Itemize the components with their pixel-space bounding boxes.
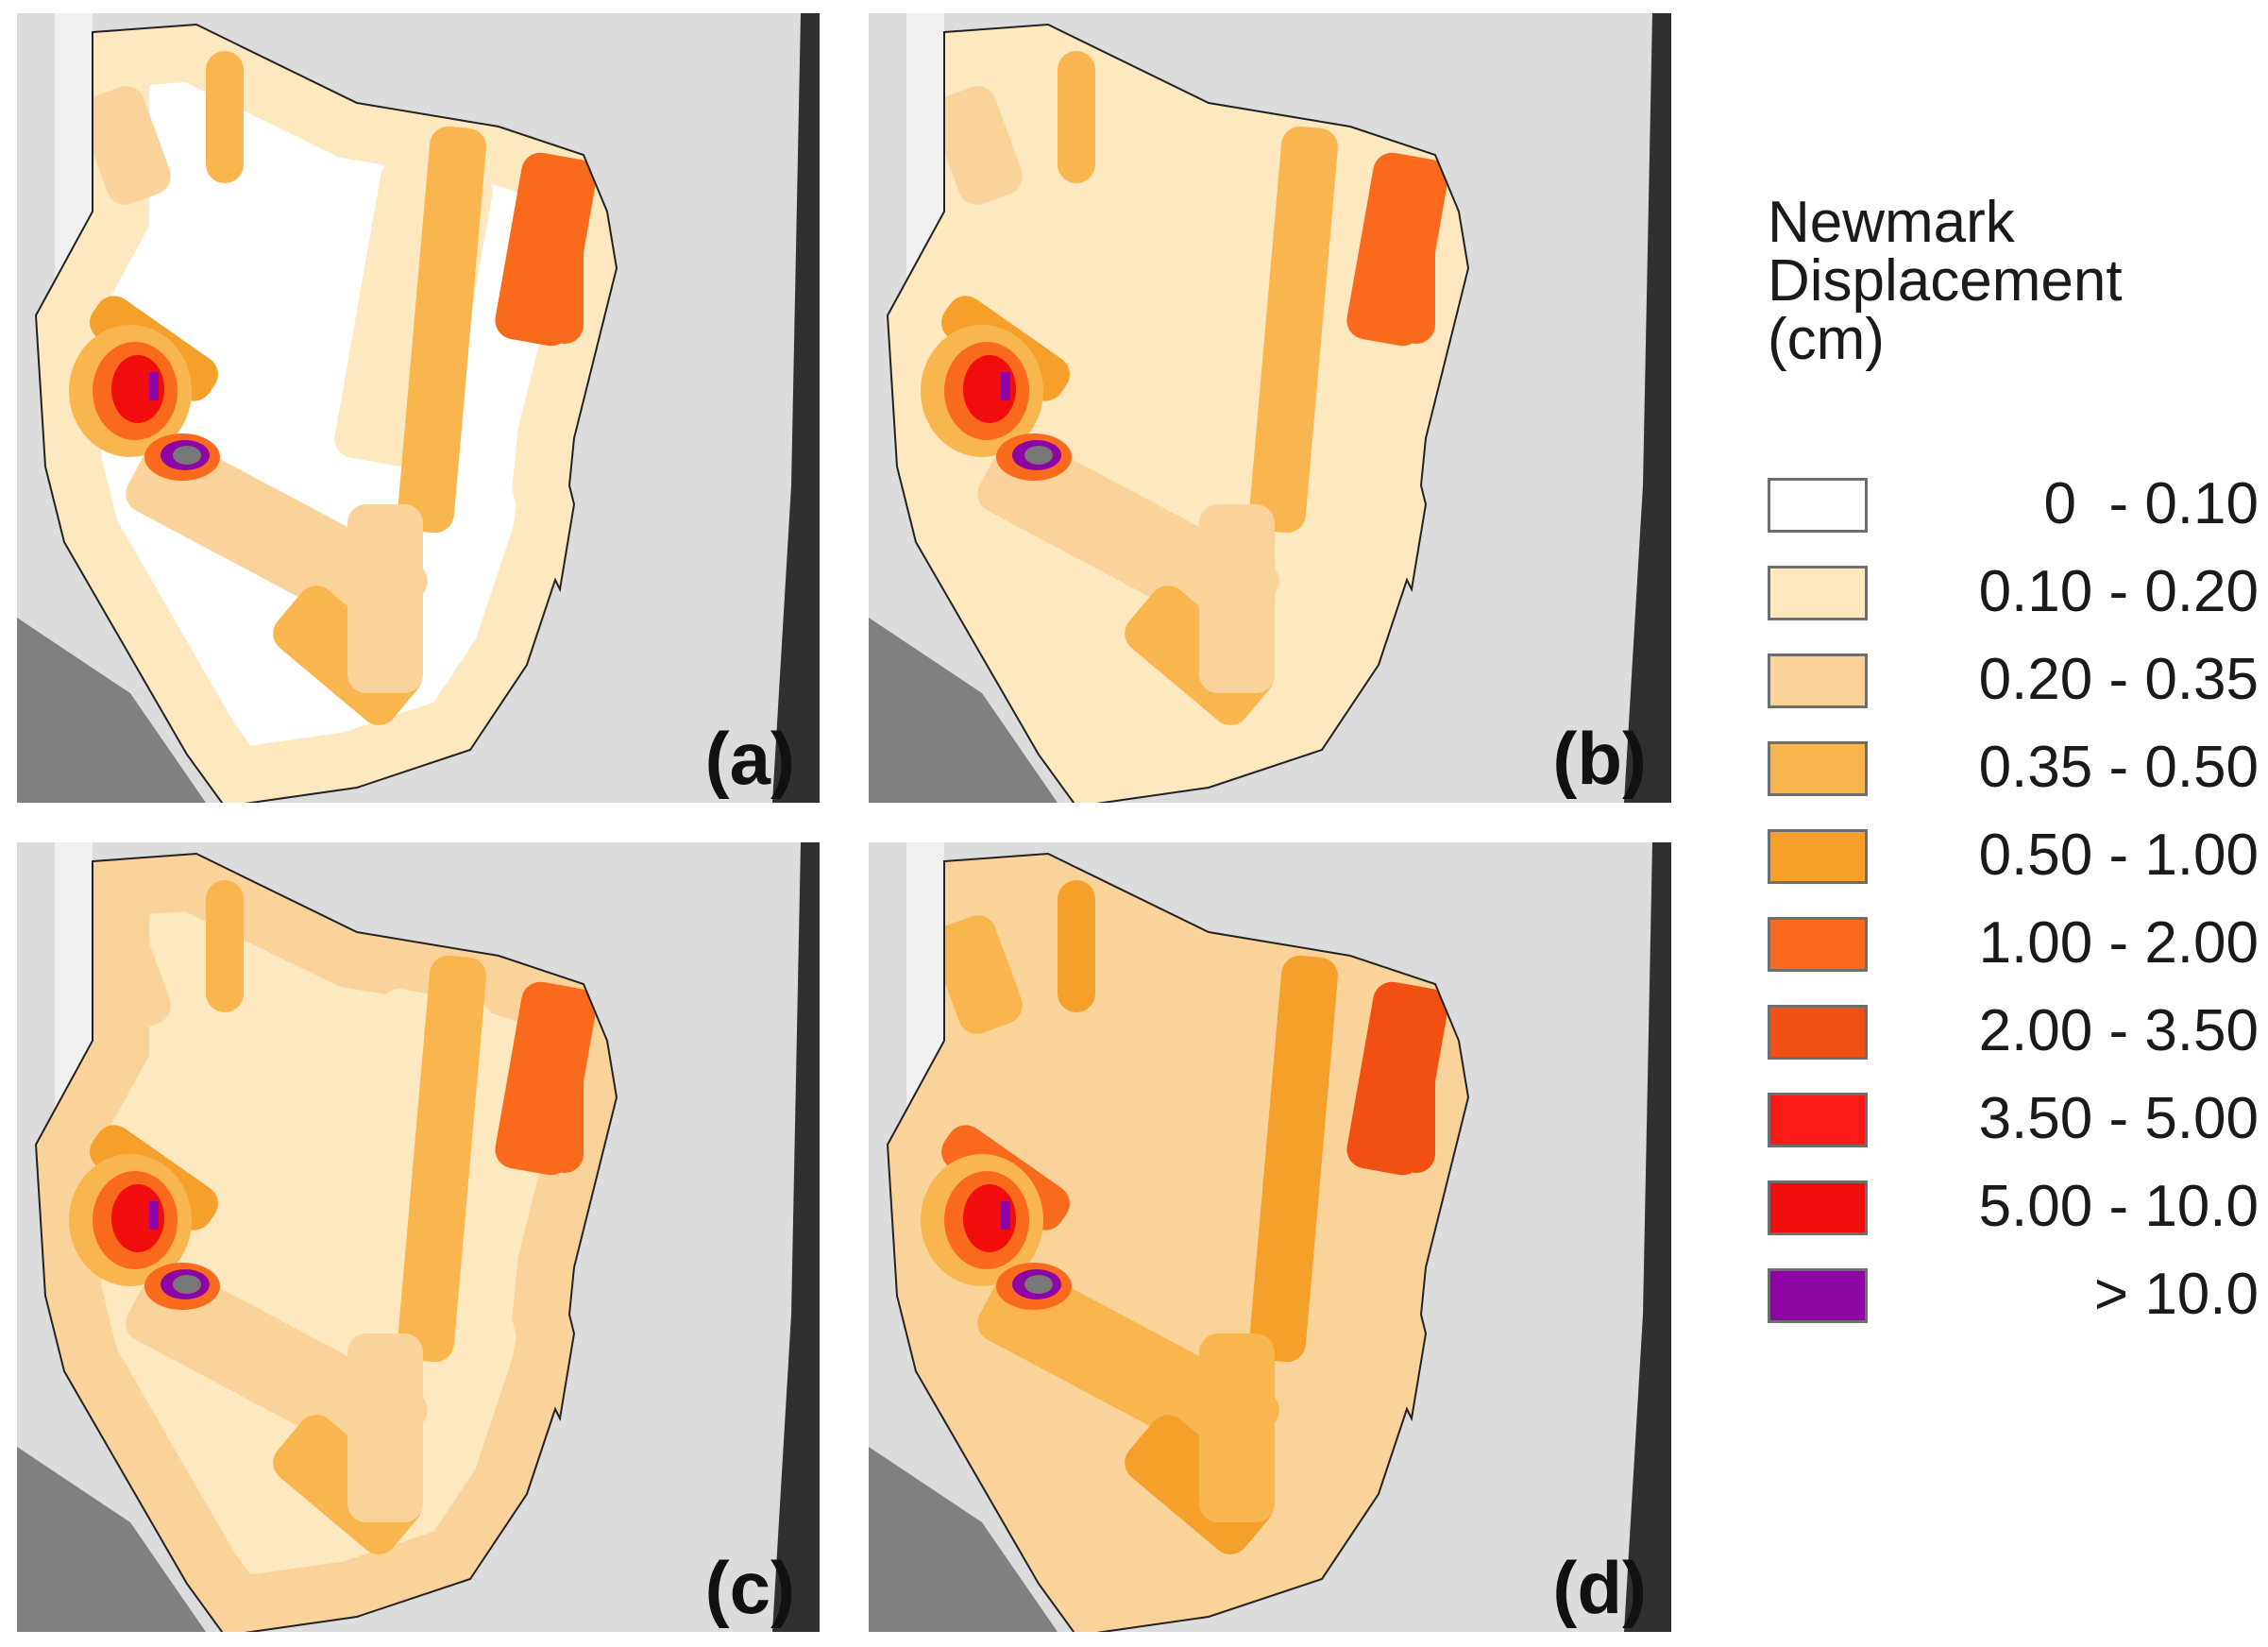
displacement-zone <box>1199 1333 1275 1522</box>
displacement-zone <box>546 202 584 344</box>
legend-swatch <box>1768 1093 1868 1147</box>
legend-swatch <box>1768 1005 1868 1060</box>
legend-range: 1.00 - 2.00 <box>1978 910 2259 976</box>
displacement-hotspot <box>69 1154 220 1310</box>
map-c <box>17 842 820 1632</box>
landslide-boundary <box>34 23 618 803</box>
displacement-zone <box>932 86 1023 205</box>
displacement-zone <box>80 915 171 1034</box>
legend-range: 0 - 0.10 <box>2043 471 2259 536</box>
hillshade-shadow <box>1624 13 1671 803</box>
legend-title-line2: Displacement <box>1768 248 2123 314</box>
legend-swatch <box>1768 917 1868 972</box>
hillshade-shadow <box>772 13 820 803</box>
panel-label-a: (a) <box>704 717 795 800</box>
displacement-zone <box>932 915 1023 1034</box>
landslide-boundary <box>886 23 1470 803</box>
panel-label-c: (c) <box>704 1546 795 1629</box>
map-panel-b: (b) <box>869 13 1671 803</box>
legend-item: 0 - 0.10 <box>1768 471 2259 540</box>
hillshade-shadow <box>17 618 206 803</box>
displacement-zone <box>1199 504 1275 693</box>
map-d <box>869 842 1671 1632</box>
displacement-zone <box>398 126 486 534</box>
displacement-zone <box>206 880 244 1012</box>
legend-range: 0.20 - 0.35 <box>1978 647 2259 712</box>
displacement-hotspot <box>921 325 1072 481</box>
panel-label-d: (d) <box>1552 1546 1647 1629</box>
map-a <box>17 13 820 803</box>
legend-item: 0.20 - 0.35 <box>1768 647 2259 716</box>
legend-swatch <box>1768 829 1868 884</box>
legend-title-line1: Newmark <box>1768 190 2015 255</box>
legend-item: 5.00 - 10.0 <box>1768 1174 2259 1243</box>
legend-title: Newmark Displacement (cm) <box>1768 194 2259 369</box>
legend-item: 3.50 - 5.00 <box>1768 1086 2259 1155</box>
displacement-zone <box>1249 126 1338 534</box>
displacement-zone <box>347 504 423 693</box>
legend-item: 2.00 - 3.50 <box>1768 998 2259 1067</box>
hillshade-shadow <box>869 1447 1058 1632</box>
legend-swatch <box>1768 741 1868 796</box>
displacement-zone <box>80 86 171 205</box>
map-panel-c: (c) <box>17 842 820 1632</box>
hillshade-shadow <box>1624 842 1671 1632</box>
landslide-boundary <box>886 852 1470 1632</box>
legend-item: > 10.0 <box>1768 1262 2259 1331</box>
displacement-zone <box>398 955 486 1363</box>
legend-swatch <box>1768 478 1868 533</box>
hillshade-shadow <box>772 842 820 1632</box>
displacement-zone <box>1058 51 1095 183</box>
legend-item: 1.00 - 2.00 <box>1768 910 2259 979</box>
legend: Newmark Displacement (cm) 0 - 0.10 0.10 … <box>1768 194 2259 1327</box>
legend-range: 3.50 - 5.00 <box>1978 1086 2259 1151</box>
legend-range: 0.35 - 0.50 <box>1978 735 2259 800</box>
map-panel-a: (a) <box>17 13 820 803</box>
panel-label-b: (b) <box>1552 717 1647 800</box>
displacement-hotspot <box>921 1154 1072 1310</box>
legend-range: 2.00 - 3.50 <box>1978 998 2259 1063</box>
displacement-zone <box>347 1333 423 1522</box>
legend-range: > 10.0 <box>2045 1262 2259 1327</box>
legend-item: 0.35 - 0.50 <box>1768 735 2259 804</box>
legend-title-line3: (cm) <box>1768 307 1885 372</box>
legend-swatch <box>1768 1268 1868 1323</box>
legend-item: 0.50 - 1.00 <box>1768 823 2259 891</box>
hillshade-shadow <box>869 618 1058 803</box>
displacement-hotspot <box>69 325 220 481</box>
displacement-zone <box>1397 202 1435 344</box>
legend-swatch <box>1768 1180 1868 1235</box>
displacement-zone <box>206 51 244 183</box>
legend-range: 0.10 - 0.20 <box>1978 559 2259 624</box>
landslide-boundary <box>34 852 618 1632</box>
legend-range: 0.50 - 1.00 <box>1978 823 2259 888</box>
legend-item: 0.10 - 0.20 <box>1768 559 2259 628</box>
displacement-zone <box>1249 955 1338 1363</box>
displacement-zone <box>546 1031 584 1173</box>
hillshade-shadow <box>17 1447 206 1632</box>
legend-swatch <box>1768 566 1868 620</box>
map-panel-d: (d) <box>869 842 1671 1632</box>
legend-swatch <box>1768 654 1868 708</box>
map-b <box>869 13 1671 803</box>
legend-range: 5.00 - 10.0 <box>1978 1174 2259 1239</box>
displacement-zone <box>1058 880 1095 1012</box>
displacement-zone <box>1397 1031 1435 1173</box>
